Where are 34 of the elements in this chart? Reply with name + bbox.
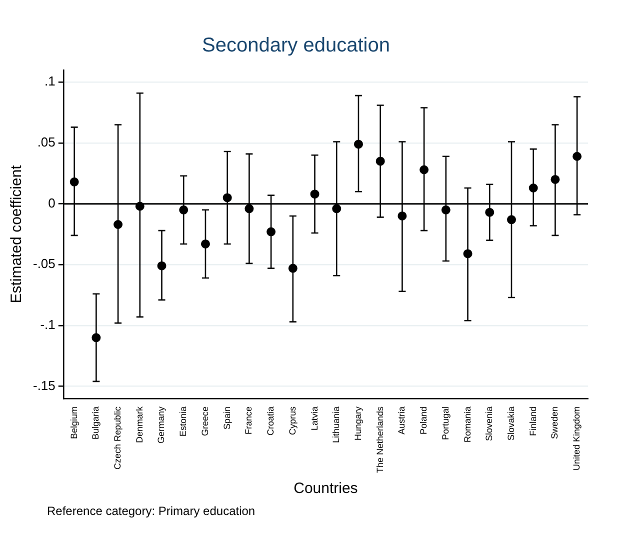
y-tick-label: -.1: [40, 317, 56, 332]
x-tick-label: United Kingdom: [572, 406, 582, 471]
x-tick-label: Hungary: [352, 406, 363, 440]
y-tick-label: .05: [37, 134, 56, 150]
y-tick-label: -.15: [32, 378, 56, 393]
x-axis-title: Countries: [294, 480, 358, 498]
y-axis-title: Estimated coefficient: [8, 164, 26, 304]
x-tick-label: Germany: [156, 406, 166, 444]
x-tick-label: Slovenia: [484, 406, 494, 441]
x-tick-label: Estonia: [178, 406, 188, 436]
text: Reference category: Primary education: [47, 504, 256, 518]
y-tick-label: .1: [44, 74, 56, 89]
y-tick-label: -.05: [32, 256, 56, 272]
x-tick-label: Latvia: [309, 406, 320, 430]
x-tick-label: Romania: [462, 406, 472, 442]
x-tick-label: The Netherlands: [374, 406, 385, 474]
x-tick-label: Czech Republic: [112, 406, 123, 470]
x-tick-label: Denmark: [134, 406, 144, 443]
x-tick-label: Cyprus: [287, 406, 298, 435]
x-tick-label: Spain: [222, 406, 232, 430]
x-tick-label: Finland: [528, 406, 538, 436]
x-tick-label: Poland: [418, 406, 429, 434]
x-tick-label: France: [244, 406, 254, 434]
x-tick-label: Greece: [200, 406, 210, 436]
y-tick-label: 0: [48, 195, 56, 210]
x-tick-label: Bulgaria: [90, 406, 101, 440]
x-tick-label: Belgium: [68, 406, 79, 439]
x-tick-label: Slovakia: [506, 406, 516, 440]
x-tick-label: Portugal: [440, 406, 450, 440]
x-tick-label: Sweden: [550, 406, 560, 439]
x-tick-label: Croatia: [266, 406, 276, 436]
chart-title: Secondary education: [202, 34, 390, 57]
x-tick-label: Lithuania: [331, 406, 342, 444]
x-tick-label: Austria: [396, 406, 407, 434]
